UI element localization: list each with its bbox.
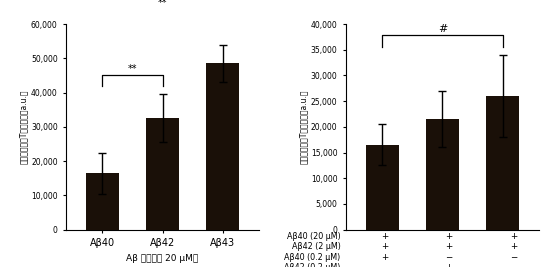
Text: Aβ40 (0.2 μM): Aβ40 (0.2 μM) [284, 253, 340, 261]
Text: +: + [510, 232, 517, 241]
Text: +: + [445, 263, 453, 267]
Bar [486, 96, 519, 230]
Text: Aβ42 (0.2 μM): Aβ42 (0.2 μM) [284, 263, 340, 267]
Text: −: − [510, 263, 517, 267]
Bar [206, 64, 239, 230]
Text: **: ** [128, 64, 137, 74]
Text: +: + [381, 232, 388, 241]
Text: **: ** [158, 0, 167, 7]
Text: +: + [445, 242, 453, 251]
Text: −: − [445, 253, 453, 261]
Text: +: + [510, 242, 517, 251]
Text: #: # [438, 24, 447, 34]
Text: +: + [445, 232, 453, 241]
Bar [86, 173, 119, 230]
Y-axis label: チオフラビンT蛍光強度（a.u.）: チオフラビンT蛍光強度（a.u.） [299, 89, 308, 164]
Text: −: − [510, 253, 517, 261]
Bar [426, 119, 459, 230]
Bar [146, 118, 179, 230]
Text: −: − [381, 263, 388, 267]
Text: Aβ42 (2 μM): Aβ42 (2 μM) [292, 242, 340, 251]
Y-axis label: チオフラビンT蛍光強度（a.u.）: チオフラビンT蛍光強度（a.u.） [19, 89, 28, 164]
Text: +: + [381, 253, 388, 261]
Text: Aβ40 (20 μM): Aβ40 (20 μM) [287, 232, 340, 241]
Bar [366, 145, 399, 230]
Text: +: + [381, 242, 388, 251]
X-axis label: Aβ 濃度（各 20 μM）: Aβ 濃度（各 20 μM） [126, 253, 199, 262]
